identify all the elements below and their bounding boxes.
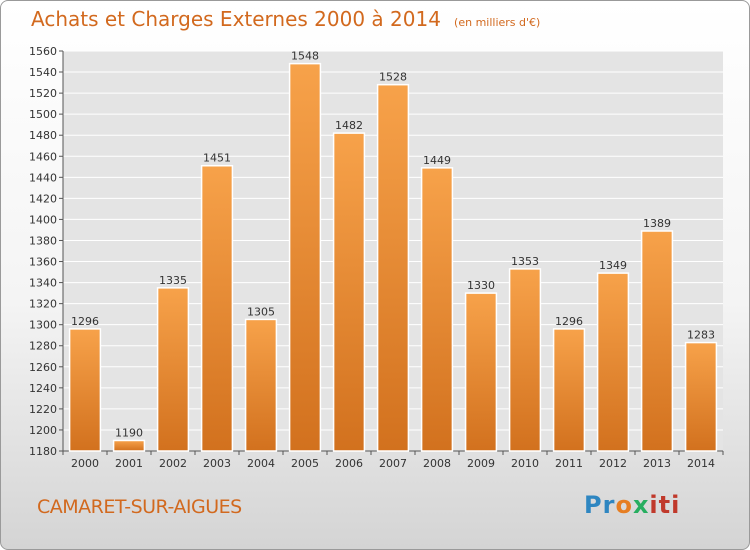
x-tick-label: 2003 xyxy=(203,457,231,470)
y-tick-label: 1420 xyxy=(29,192,57,205)
logo-part-1: Pr xyxy=(584,491,616,519)
x-tick-label: 2010 xyxy=(511,457,539,470)
data-label: 1190 xyxy=(115,426,143,439)
y-tick-label: 1380 xyxy=(29,234,57,247)
data-labels: 1296 1190 1335 1451 1305 1548 1482 1528 1449 1330… xyxy=(71,50,715,440)
bar-2002 xyxy=(156,287,190,452)
x-tick-label: 2007 xyxy=(379,457,407,470)
y-tick-label: 1180 xyxy=(29,445,57,458)
data-label: 1296 xyxy=(555,315,583,328)
bar-2000 xyxy=(68,328,102,452)
data-label: 1335 xyxy=(159,274,187,287)
bar-2013 xyxy=(640,230,674,452)
y-tick-label: 1500 xyxy=(29,108,57,121)
bar-2008 xyxy=(420,167,454,452)
x-tick-label: 2004 xyxy=(247,457,275,470)
x-tick-label: 2009 xyxy=(467,457,495,470)
logo-part-4: iti xyxy=(649,491,681,519)
y-tick-label: 1280 xyxy=(29,340,57,353)
x-tick-label: 2011 xyxy=(555,457,583,470)
bar-2004 xyxy=(244,318,278,452)
y-tick-label: 1260 xyxy=(29,361,57,374)
x-tick-label: 2002 xyxy=(159,457,187,470)
chart-unit: (en milliers d'€) xyxy=(454,16,541,29)
x-tick-label: 2006 xyxy=(335,457,363,470)
axes: 1180 1200 1220 1240 1260 1280 1300 1320 1340 1360… xyxy=(29,45,724,470)
bar-2014 xyxy=(684,341,718,452)
bar-2003 xyxy=(200,164,234,452)
bars xyxy=(68,62,718,452)
y-tick-label: 1300 xyxy=(29,319,57,332)
y-tick-label: 1340 xyxy=(29,277,57,290)
x-tick-label: 2014 xyxy=(687,457,715,470)
title-block: Achats et Charges Externes 2000 à 2014 (… xyxy=(31,7,540,31)
data-label: 1330 xyxy=(467,279,495,292)
y-tick-label: 1460 xyxy=(29,150,57,163)
bar-2011 xyxy=(552,328,586,452)
data-label: 1451 xyxy=(203,152,231,165)
x-tick-label: 2001 xyxy=(115,457,143,470)
data-label: 1449 xyxy=(423,154,451,167)
proxiti-logo: Proxiti xyxy=(584,491,680,519)
bar-2001 xyxy=(112,439,146,452)
y-tick-label: 1360 xyxy=(29,256,57,269)
data-label: 1283 xyxy=(687,329,715,342)
x-tick-label: 2005 xyxy=(291,457,319,470)
y-tick-label: 1320 xyxy=(29,298,57,311)
bar-2010 xyxy=(508,268,542,452)
x-tick-label: 2008 xyxy=(423,457,451,470)
chart-title: Achats et Charges Externes 2000 à 2014 xyxy=(31,7,441,31)
x-tick-label: 2000 xyxy=(71,457,99,470)
y-tick-label: 1560 xyxy=(29,45,57,58)
data-label: 1353 xyxy=(511,255,539,268)
city-name: CAMARET-SUR-AIGUES xyxy=(37,496,242,518)
data-label: 1389 xyxy=(643,217,671,230)
y-tick-label: 1440 xyxy=(29,171,57,184)
y-tick-label: 1200 xyxy=(29,424,57,437)
y-tick-label: 1220 xyxy=(29,403,57,416)
data-label: 1548 xyxy=(291,50,319,63)
logo-part-3: x xyxy=(632,491,650,519)
y-tick-label: 1520 xyxy=(29,87,57,100)
bar-2006 xyxy=(332,132,366,452)
data-label: 1349 xyxy=(599,259,627,272)
y-tick-label: 1400 xyxy=(29,213,57,226)
x-tick-label: 2013 xyxy=(643,457,671,470)
y-tick-label: 1540 xyxy=(29,66,57,79)
data-label: 1482 xyxy=(335,119,363,132)
bar-2005 xyxy=(288,62,322,452)
bar-2007 xyxy=(376,83,410,452)
y-tick-label: 1240 xyxy=(29,382,57,395)
bar-2009 xyxy=(464,292,498,452)
logo-part-2: o xyxy=(615,491,633,519)
data-label: 1296 xyxy=(71,315,99,328)
bar-2012 xyxy=(596,272,630,452)
data-label: 1305 xyxy=(247,305,275,318)
data-label: 1528 xyxy=(379,71,407,84)
y-tick-label: 1480 xyxy=(29,129,57,142)
x-tick-label: 2012 xyxy=(599,457,627,470)
